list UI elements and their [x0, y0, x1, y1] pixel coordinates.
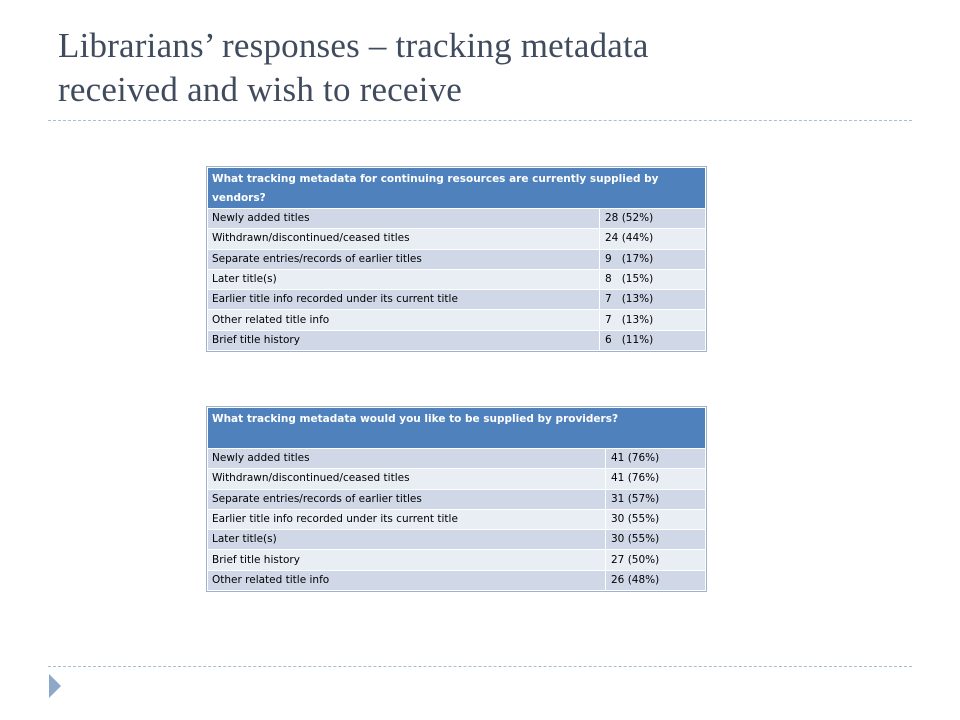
row-value: 31 (57%): [605, 488, 706, 510]
table-row: Other related title info 7 (13%): [207, 309, 707, 331]
wish-tracking-table: What tracking metadata would you like to…: [206, 405, 707, 593]
title-divider: [48, 120, 912, 121]
row-label: Other related title info: [207, 309, 600, 331]
row-value: 41 (76%): [605, 447, 706, 470]
row-label: Separate entries/records of earlier titl…: [207, 248, 600, 270]
wish-tracking-header: What tracking metadata would you like to…: [207, 407, 706, 449]
table-row: Brief title history 6 (11%): [207, 329, 707, 352]
table-row: Other related title info 26 (48%): [207, 569, 706, 592]
table-row: Brief title history 27 (50%): [207, 549, 706, 571]
row-value: 24 (44%): [598, 228, 707, 250]
row-label: Newly added titles: [207, 207, 600, 230]
row-label: Later title(s): [207, 268, 600, 291]
table-row: Earlier title info recorded under its cu…: [207, 508, 706, 531]
row-value: 9 (17%): [598, 248, 707, 270]
row-label: Other related title info: [207, 569, 606, 592]
row-value: 27 (50%): [605, 549, 706, 571]
row-value: 30 (55%): [605, 508, 706, 531]
table-row: Earlier title info recorded under its cu…: [207, 289, 707, 311]
row-label: Separate entries/records of earlier titl…: [207, 488, 606, 510]
row-label: Brief title history: [207, 329, 600, 352]
row-label: Withdrawn/discontinued/ceased titles: [207, 228, 600, 250]
table-row: Later title(s) 8 (15%): [207, 268, 707, 291]
table-row: Later title(s) 30 (55%): [207, 529, 706, 551]
table-row: Separate entries/records of earlier titl…: [207, 488, 706, 510]
slide-title-line-1: Librarians’ responses – tracking metadat…: [58, 26, 649, 65]
row-label: Earlier title info recorded under its cu…: [207, 508, 606, 531]
table-row: Withdrawn/discontinued/ceased titles 24 …: [207, 228, 707, 250]
slide-title-line-2: received and wish to receive: [58, 70, 463, 109]
row-label: Withdrawn/discontinued/ceased titles: [207, 468, 606, 490]
table-row: Newly added titles 41 (76%): [207, 447, 706, 470]
row-label: Brief title history: [207, 549, 606, 571]
row-value: 28 (52%): [598, 207, 707, 230]
row-label: Later title(s): [207, 529, 606, 551]
table-row: Newly added titles 28 (52%): [207, 207, 707, 230]
current-tracking-table: What tracking metadata for continuing re…: [205, 165, 708, 353]
row-label: Newly added titles: [207, 447, 606, 470]
slide-title: Librarians’ responses – tracking metadat…: [58, 24, 928, 112]
current-tracking-header: What tracking metadata for continuing re…: [206, 167, 707, 209]
row-value: 30 (55%): [605, 529, 706, 551]
table-row: Withdrawn/discontinued/ceased titles 41 …: [207, 468, 706, 490]
table-row: Separate entries/records of earlier titl…: [207, 248, 707, 270]
row-value: 41 (76%): [605, 468, 706, 490]
row-value: 7 (13%): [598, 309, 707, 331]
triangle-bullet-icon: [49, 674, 61, 698]
row-value: 6 (11%): [598, 329, 707, 352]
row-label: Earlier title info recorded under its cu…: [207, 289, 600, 311]
row-value: 26 (48%): [605, 569, 706, 592]
footer-divider: [48, 666, 912, 667]
row-value: 7 (13%): [598, 289, 707, 311]
row-value: 8 (15%): [598, 268, 707, 291]
